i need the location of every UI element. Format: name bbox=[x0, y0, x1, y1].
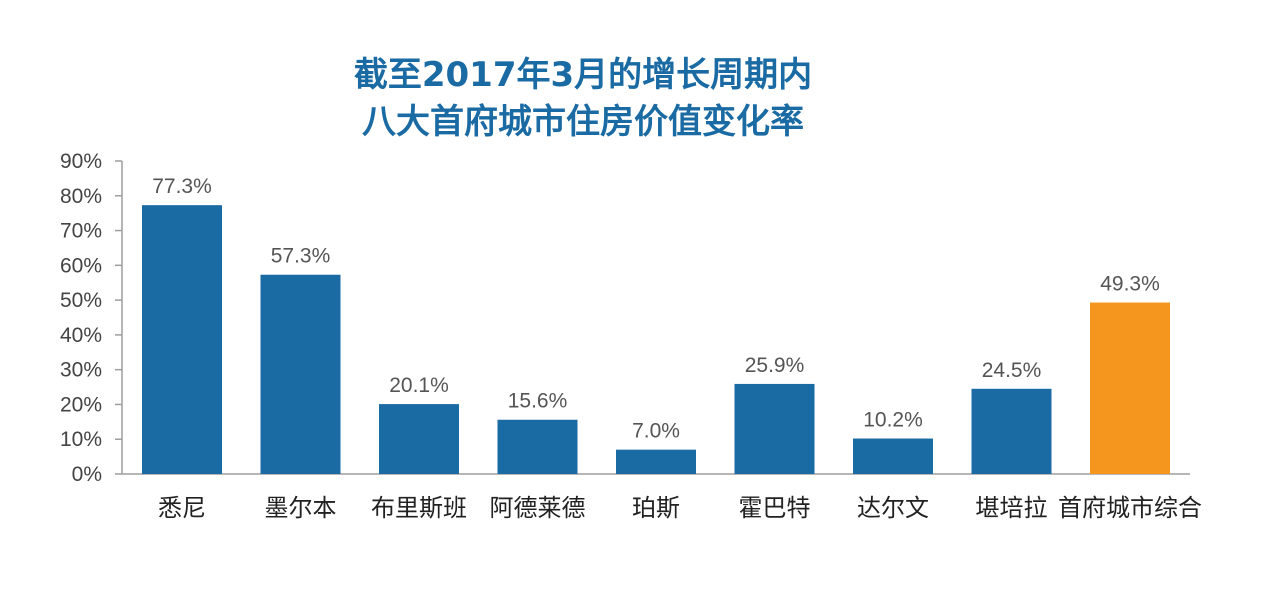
data-label: 15.6% bbox=[508, 390, 568, 413]
y-tick-label: 0% bbox=[72, 463, 102, 486]
chart-title-line-1: 截至2017年3月的增长周期内 bbox=[354, 55, 812, 95]
bar bbox=[497, 419, 578, 474]
bar bbox=[853, 438, 933, 474]
data-label: 49.3% bbox=[1100, 273, 1160, 296]
data-labels: 77.3% 57.3% 20.1% 15.6% 7.0% 25.9% 10.2% 24.5% 4… bbox=[152, 175, 1160, 442]
y-tick-label: 40% bbox=[60, 324, 102, 347]
data-label: 57.3% bbox=[271, 245, 331, 268]
y-tick-label: 80% bbox=[60, 185, 102, 208]
data-label: 25.9% bbox=[745, 354, 805, 377]
category-label: 珀斯 bbox=[632, 494, 680, 522]
bar bbox=[616, 449, 696, 474]
y-tick-label: 30% bbox=[60, 359, 102, 382]
y-tick-label: 90% bbox=[60, 150, 102, 173]
category-label: 墨尔本 bbox=[265, 494, 337, 522]
y-tick-label: 70% bbox=[60, 220, 102, 243]
bar bbox=[1090, 302, 1170, 474]
bar bbox=[734, 383, 815, 474]
category-label: 首府城市综合 bbox=[1058, 494, 1202, 522]
category-label: 布里斯班 bbox=[371, 494, 467, 522]
data-label: 24.5% bbox=[982, 359, 1042, 382]
category-label: 霍巴特 bbox=[739, 494, 811, 522]
data-label: 7.0% bbox=[632, 420, 680, 443]
bar bbox=[379, 404, 459, 474]
y-tick-label: 20% bbox=[60, 393, 102, 416]
data-label: 77.3% bbox=[152, 175, 212, 198]
data-label: 20.1% bbox=[389, 374, 449, 397]
category-label: 堪培拉 bbox=[976, 494, 1048, 522]
y-tick-label: 10% bbox=[60, 428, 102, 451]
bar bbox=[971, 388, 1052, 474]
chart-title-line-2: 八大首府城市住房价值变化率 bbox=[362, 102, 804, 142]
bar bbox=[142, 205, 222, 474]
category-labels: 悉尼 墨尔本 布里斯班 阿德莱德 珀斯 霍巴特 达尔文 堪培拉 首府城市综合 bbox=[158, 494, 1202, 522]
y-tick-label: 60% bbox=[60, 254, 102, 277]
chart-title: 截至2017年3月的增长周期内 八大首府城市住房价值变化率 bbox=[354, 55, 812, 142]
y-axis: 0% 10% 20% 30% 40% 50% 60% 70% 80% 90% bbox=[60, 150, 123, 486]
data-label: 10.2% bbox=[863, 409, 923, 432]
category-label: 阿德莱德 bbox=[490, 494, 586, 522]
category-label: 达尔文 bbox=[857, 494, 929, 522]
category-label: 悉尼 bbox=[158, 494, 206, 522]
y-tick-label: 50% bbox=[60, 289, 102, 312]
bars bbox=[142, 205, 1170, 474]
bar bbox=[260, 274, 341, 474]
